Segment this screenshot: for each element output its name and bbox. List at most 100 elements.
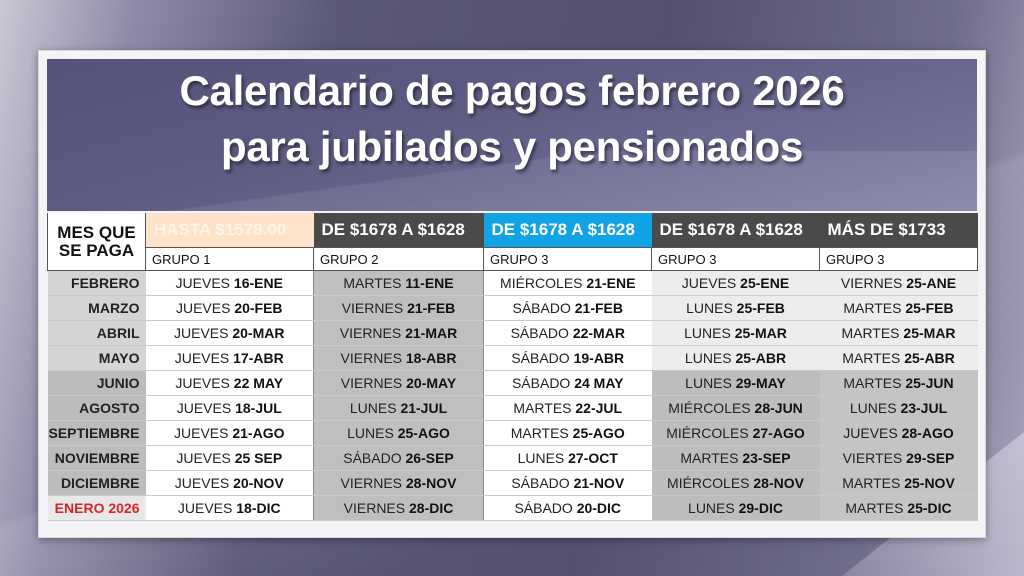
date: 21-AGO bbox=[232, 425, 285, 441]
date: 23-JUL bbox=[900, 400, 948, 416]
weekday: LUNES bbox=[684, 350, 732, 366]
date-cell-group-3b: LUNES 29-MAY bbox=[651, 370, 820, 396]
month-cell: DICIEMBRE bbox=[47, 470, 146, 496]
date: 16-ENE bbox=[233, 275, 283, 291]
weekday: JUEVES bbox=[177, 500, 233, 516]
date-cell-group-2: VIERNES 28-NOV bbox=[313, 470, 484, 496]
date: 25-ANE bbox=[906, 275, 957, 291]
weekday: LUNES bbox=[349, 400, 397, 416]
month-cell: MARZO bbox=[47, 295, 146, 321]
date-cell-group-2: VIERNES 21-MAR bbox=[313, 320, 484, 346]
weekday: SÁBADO bbox=[511, 350, 570, 366]
date-cell-group-3a: MIÉRCOLES 21-ENE bbox=[483, 270, 652, 296]
weekday: SÁBADO bbox=[511, 475, 570, 491]
table-row: FEBRERO JUEVES 16-ENE MARTES 11-ENE MIÉR… bbox=[47, 270, 978, 296]
weekday: MARTES bbox=[680, 450, 739, 466]
date-cell-group-3a: SÁBADO 19-ABR bbox=[483, 345, 652, 371]
range-header-2: DE $1678 A $1628 bbox=[313, 213, 484, 248]
table-row: ABRIL JUEVES 20-MAR VIERNES 21-MAR SÁBAD… bbox=[47, 320, 978, 346]
date-cell-group-3b: MIÉRCOLES 27-AGO bbox=[651, 420, 820, 446]
weekday: LUNES bbox=[688, 500, 735, 516]
weekday: SÁBADO bbox=[511, 375, 571, 391]
date-cell-group-3b: LUNES 25-MAR bbox=[651, 320, 820, 346]
weekday: MARTES bbox=[843, 300, 902, 316]
date-cell-group-3a: SÁBADO 21-FEB bbox=[483, 295, 652, 321]
month-cell: NOVIEMBRE bbox=[47, 445, 146, 471]
date: 22-JUL bbox=[575, 400, 623, 416]
weekday: VIERNES bbox=[341, 300, 404, 316]
weekday: JUEVES bbox=[175, 300, 231, 316]
date-cell-group-1: JUEVES 18-DIC bbox=[145, 495, 314, 521]
month-cell: MAYO bbox=[47, 345, 146, 371]
title-banner: Calendario de pagos febrero 2026 para ju… bbox=[47, 59, 977, 211]
title-line-1: Calendario de pagos febrero 2026 bbox=[179, 67, 845, 114]
month-column-header: MES QUE SE PAGA bbox=[47, 213, 146, 271]
date-cell-group-3b: MIÉRCOLES 28-NOV bbox=[651, 470, 820, 496]
date: 21-FEB bbox=[574, 300, 623, 316]
date: 21-ENE bbox=[586, 275, 636, 291]
date-cell-group-3a: SÁBADO 20-DIC bbox=[483, 495, 652, 521]
date: 25-MAR bbox=[734, 325, 787, 341]
title-line-2: para jubilados y pensionados bbox=[220, 123, 804, 170]
date: 20-MAR bbox=[232, 325, 285, 341]
weekday: MIÉRCOLES bbox=[668, 400, 751, 416]
weekday: MIÉRCOLES bbox=[500, 275, 583, 291]
date: 20-NOV bbox=[233, 475, 284, 491]
weekday: JUEVES bbox=[176, 450, 231, 466]
date: 26-SEP bbox=[405, 450, 454, 466]
date: 17-ABR bbox=[233, 350, 284, 366]
date: 19-ABR bbox=[573, 350, 625, 366]
date-cell-group-3b: JUEVES 25-ENE bbox=[651, 270, 820, 296]
weekday: JUEVES bbox=[174, 325, 229, 341]
date-cell-group-3c: MARTES 25-JUN bbox=[819, 370, 978, 396]
date-cell-group-3c: MARTES 25-DIC bbox=[819, 495, 978, 521]
date-cell-group-2: SÁBADO 26-SEP bbox=[313, 445, 484, 471]
date-cell-group-1: JUEVES 22 MAY bbox=[145, 370, 314, 396]
month-cell: AGOSTO bbox=[47, 395, 146, 421]
weekday: VIERNES bbox=[340, 475, 402, 491]
date: 28-NOV bbox=[753, 475, 804, 491]
date-cell-group-3c: LUNES 23-JUL bbox=[819, 395, 978, 421]
date: 22-MAR bbox=[572, 325, 625, 341]
weekday: LUNES bbox=[684, 325, 731, 341]
weekday: JUEVES bbox=[175, 275, 231, 291]
date-cell-group-3b: LUNES 25-ABR bbox=[651, 345, 820, 371]
table-row: MAYO JUEVES 17-ABR VIERNES 18-ABR SÁBADO… bbox=[47, 345, 978, 371]
date: 20-MAY bbox=[406, 375, 457, 391]
date-cell-group-3c: MARTES 25-ABR bbox=[819, 345, 978, 371]
date-cell-group-1: JUEVES 20-FEB bbox=[145, 295, 314, 321]
month-cell: ABRIL bbox=[47, 320, 146, 346]
weekday: MARTES bbox=[842, 475, 901, 491]
date-cell-group-1: JUEVES 18-JUL bbox=[145, 395, 314, 421]
date: 25-DIC bbox=[907, 500, 952, 516]
weekday: LUNES bbox=[347, 425, 394, 441]
weekday: SÁBADO bbox=[514, 500, 573, 516]
date-cell-group-1: JUEVES 17-ABR bbox=[145, 345, 314, 371]
date: 25 SEP bbox=[234, 450, 283, 466]
date-cell-group-3a: SÁBADO 21-NOV bbox=[483, 470, 652, 496]
date: 18-DIC bbox=[236, 500, 281, 516]
table-row: JUNIO JUEVES 22 MAY VIERNES 20-MAY SÁBAD… bbox=[47, 370, 978, 396]
date-cell-group-3a: MARTES 22-JUL bbox=[483, 395, 652, 421]
weekday: LUNES bbox=[685, 375, 732, 391]
date-cell-group-3c: MARTES 25-NOV bbox=[819, 470, 978, 496]
date: 25-ABR bbox=[904, 350, 955, 366]
date: 20-DIC bbox=[576, 500, 622, 516]
weekday: VIERNES bbox=[840, 275, 903, 291]
date: 24 MAY bbox=[574, 375, 624, 391]
date: 25-ENE bbox=[740, 275, 790, 291]
date: 28-NOV bbox=[405, 475, 457, 491]
weekday: MARTES bbox=[843, 375, 902, 391]
weekday: LUNES bbox=[686, 300, 733, 316]
date-cell-group-3c: MARTES 25-MAR bbox=[819, 320, 978, 346]
table-row: AGOSTO JUEVES 18-JUL LUNES 21-JUL MARTES… bbox=[47, 395, 978, 421]
calendar-card: Calendario de pagos febrero 2026 para ju… bbox=[38, 50, 986, 538]
weekday: JUEVES bbox=[843, 425, 898, 441]
date: 29-SEP bbox=[906, 450, 955, 466]
weekday: VIERTES bbox=[842, 450, 903, 466]
date: 11-ENE bbox=[405, 275, 454, 291]
weekday: VIERNES bbox=[339, 325, 402, 341]
date: 21-NOV bbox=[573, 475, 625, 491]
table-row: SEPTIEMBRE JUEVES 21-AGO LUNES 25-AGO MA… bbox=[47, 420, 978, 446]
weekday: MARTES bbox=[510, 425, 569, 441]
